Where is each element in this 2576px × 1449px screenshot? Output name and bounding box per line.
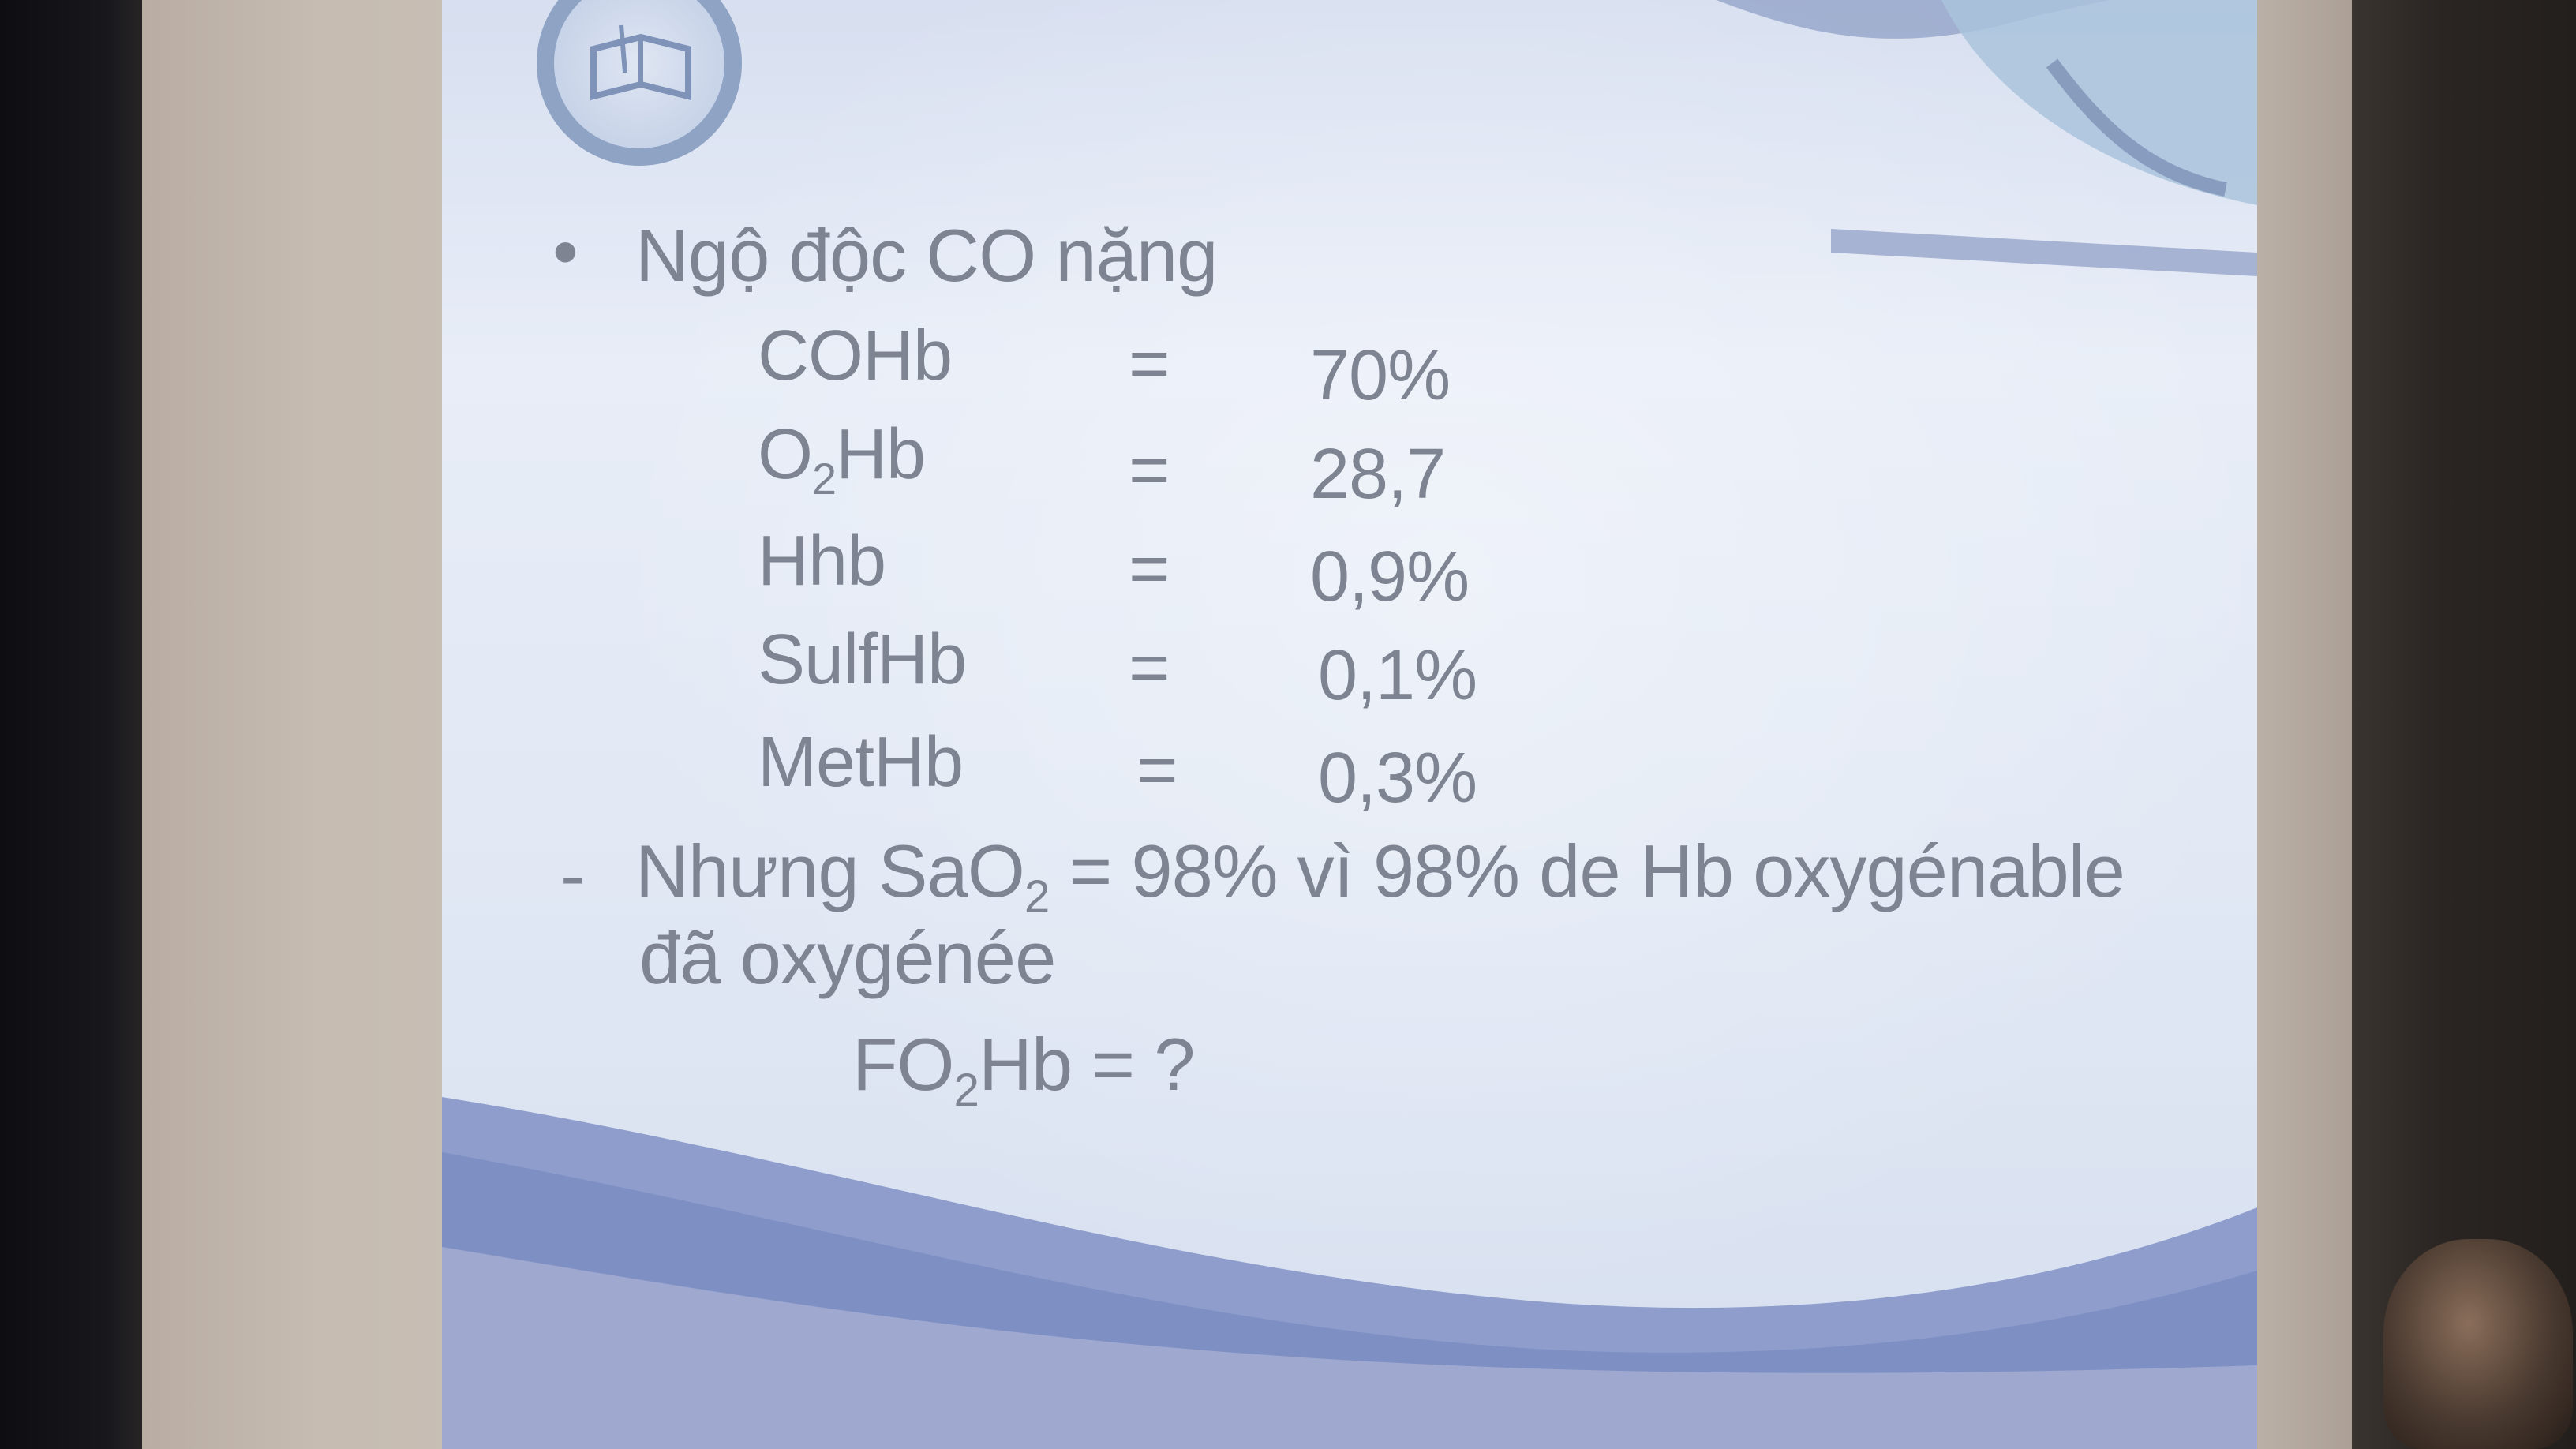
room-background-right — [2352, 0, 2576, 1449]
row-value: 0,1% — [1318, 636, 1477, 715]
row-name: Hhb — [758, 522, 886, 601]
row-value: 70% — [1310, 336, 1451, 415]
row-value: 0,9% — [1310, 537, 1470, 616]
row-name: O2Hb — [758, 415, 926, 504]
decorative-illustration — [1716, 0, 2257, 276]
question-formula: FO2Hb = ? — [852, 1023, 1196, 1117]
room-background-left — [0, 0, 150, 1449]
heading-bullet: • — [552, 210, 578, 293]
row-name: MetHb — [758, 723, 964, 802]
row-value: 28,7 — [1310, 435, 1446, 514]
row-name: SulfHb — [758, 620, 967, 699]
row-equals: = — [1129, 628, 1170, 707]
note-dash: - — [560, 833, 586, 916]
row-value: 0,3% — [1318, 739, 1477, 818]
slide-heading: Ngộ độc CO nặng — [635, 214, 1218, 297]
row-equals: = — [1129, 530, 1170, 608]
row-equals: = — [1129, 324, 1170, 403]
slide-footer-wave — [442, 1097, 2257, 1449]
row-equals: = — [1136, 731, 1178, 810]
note-line-1: Nhưng SaO2 = 98% vì 98% de Hb oxygénable — [635, 829, 2125, 923]
audience-member-head — [2383, 1239, 2573, 1449]
note-line-2: đã oxygénée — [639, 916, 1056, 999]
slide: • Ngộ độc CO nặng COHb = 70% O2Hb = 28,7… — [442, 0, 2257, 1449]
row-name: COHb — [758, 316, 953, 395]
row-equals: = — [1129, 431, 1170, 510]
